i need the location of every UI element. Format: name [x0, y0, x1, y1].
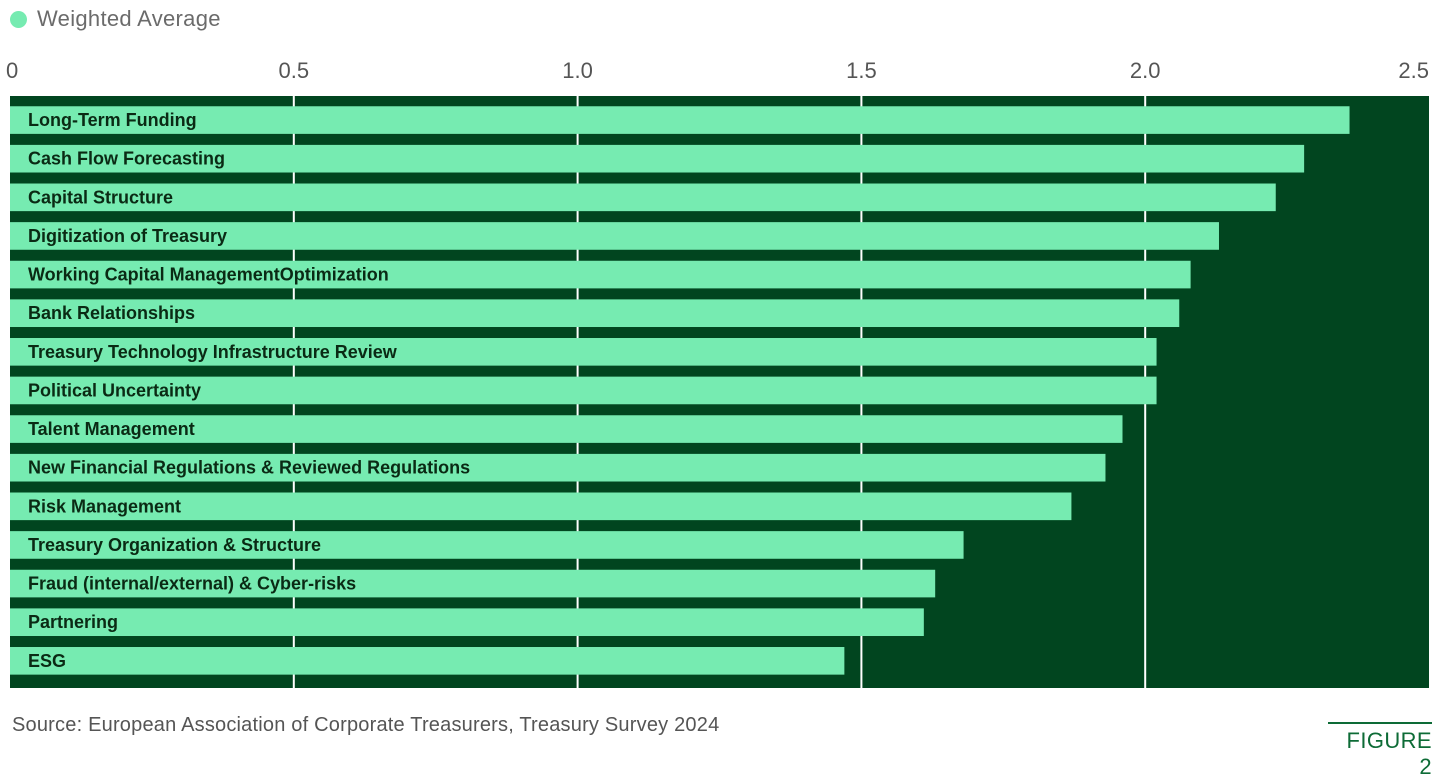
bars — [10, 106, 1350, 675]
bar — [10, 453, 1106, 482]
x-axis-ticks: 0 0.5 1.0 1.5 2.0 2.5 — [6, 58, 1429, 83]
bar-category-label: Partnering — [28, 612, 118, 632]
bar-category-label: Capital Structure — [28, 187, 173, 207]
x-tick-label: 1.5 — [846, 58, 877, 83]
bar-labels: Long-Term Funding Cash Flow Forecasting Ca… — [28, 110, 470, 671]
legend-label: Weighted Average — [37, 6, 221, 31]
bar-category-label: Risk Management — [28, 496, 181, 516]
x-tick-label: 0 — [6, 58, 18, 83]
x-tick-label: 1.0 — [562, 58, 593, 83]
bar-chart: Long-Term Funding Cash Flow Forecasting Ca… — [6, 58, 1429, 688]
bar-category-label: Fraud (internal/external) & Cyber-risks — [28, 574, 356, 594]
bar-category-label: Cash Flow Forecasting — [28, 149, 225, 169]
figure-label: FIGURE 2 — [1346, 728, 1432, 779]
bar-category-label: Treasury Organization & Structure — [28, 535, 321, 555]
figure-badge: FIGURE 2 — [1328, 722, 1432, 780]
x-tick-label: 2.5 — [1398, 58, 1429, 83]
bar — [10, 608, 924, 637]
bar — [10, 106, 1350, 134]
bar — [10, 492, 1072, 521]
bar-category-label: Working Capital ManagementOptimization — [28, 265, 389, 285]
bar — [10, 647, 845, 675]
bar — [10, 299, 1180, 328]
bar — [10, 183, 1276, 212]
bar — [10, 338, 1157, 366]
bar — [10, 569, 936, 598]
bar — [10, 260, 1191, 289]
legend-swatch — [10, 10, 27, 28]
bar — [10, 144, 1305, 173]
bar-category-label: Treasury Technology Infrastructure Revie… — [28, 342, 398, 362]
bar-category-label: ESG — [28, 651, 66, 671]
bar-category-label: Long-Term Funding — [28, 110, 197, 130]
bar-category-label: New Financial Regulations & Reviewed Reg… — [28, 458, 470, 478]
bar — [10, 222, 1219, 250]
bar — [10, 531, 964, 559]
legend: Weighted Average — [10, 6, 221, 32]
bar — [10, 376, 1157, 405]
x-tick-label: 2.0 — [1130, 58, 1161, 83]
bar-category-label: Digitization of Treasury — [28, 226, 227, 246]
source-note: Source: European Association of Corporat… — [12, 714, 720, 736]
bar-category-label: Political Uncertainty — [28, 380, 201, 400]
bar-category-label: Bank Relationships — [28, 303, 195, 323]
bar — [10, 415, 1123, 443]
bar-category-label: Talent Management — [28, 419, 195, 439]
x-tick-label: 0.5 — [279, 58, 310, 83]
